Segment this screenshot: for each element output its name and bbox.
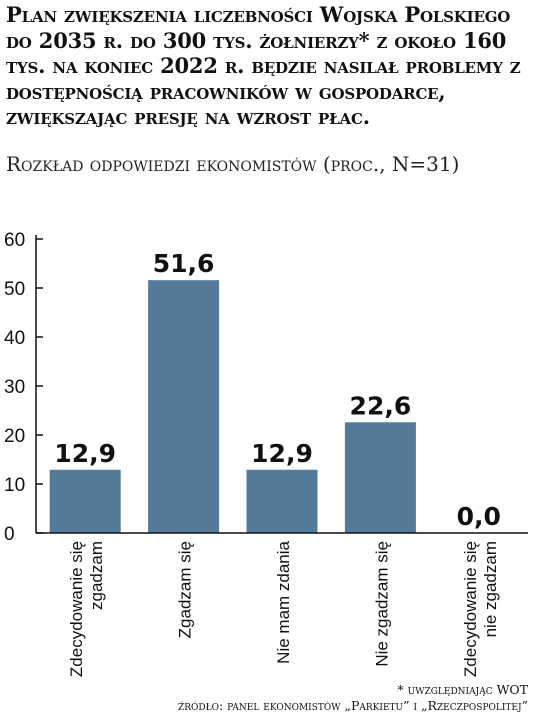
category-label-line: Nie mam zdania [274, 540, 293, 663]
y-tick-label: 50 [4, 279, 25, 300]
bar [148, 280, 220, 533]
category-label-line: zgadzam [87, 541, 106, 610]
y-tick-label: 30 [4, 377, 25, 398]
category-label-line: Zdecydowanie się [461, 541, 480, 677]
footnote: * uwzględniając WOT [397, 682, 528, 697]
y-tick-label: 10 [4, 475, 25, 496]
category-label-line: nie zgadzam [481, 541, 500, 637]
chart-title: Plan zwiększenia liczebności Wojska Pols… [6, 2, 521, 129]
y-tick-label: 0 [4, 524, 15, 545]
category-label-line: Nie zgadzam się [372, 541, 391, 667]
bar [49, 469, 121, 533]
bar-value-label: 22,6 [350, 391, 412, 420]
bar [246, 469, 318, 533]
y-tick-label: 20 [4, 426, 25, 447]
source-note: źródło: panel ekonomistów „Parkietu” i „… [177, 698, 528, 713]
bar [344, 422, 416, 533]
category-label-line: Zgadzam się [176, 541, 195, 638]
bar-value-label: 0,0 [457, 502, 501, 531]
bar-value-label: 51,6 [153, 249, 215, 278]
category-label: Zgadzam się [176, 541, 195, 638]
category-label: Nie mam zdania [274, 540, 293, 663]
y-tick-label: 40 [4, 328, 25, 349]
category-label-line: Zdecydowanie się [67, 541, 86, 677]
category-label: Zdecydowanie się nie zgadzam [461, 541, 500, 677]
category-label: Nie zgadzam się [372, 541, 391, 667]
category-label: Zdecydowanie się zgadzam [67, 541, 106, 677]
y-tick-label: 60 [4, 230, 25, 251]
bar-value-label: 12,9 [54, 439, 116, 468]
bar-value-label: 12,9 [251, 439, 313, 468]
chart-subtitle: Rozkład odpowiedzi ekonomistów (proc., N… [6, 152, 460, 176]
